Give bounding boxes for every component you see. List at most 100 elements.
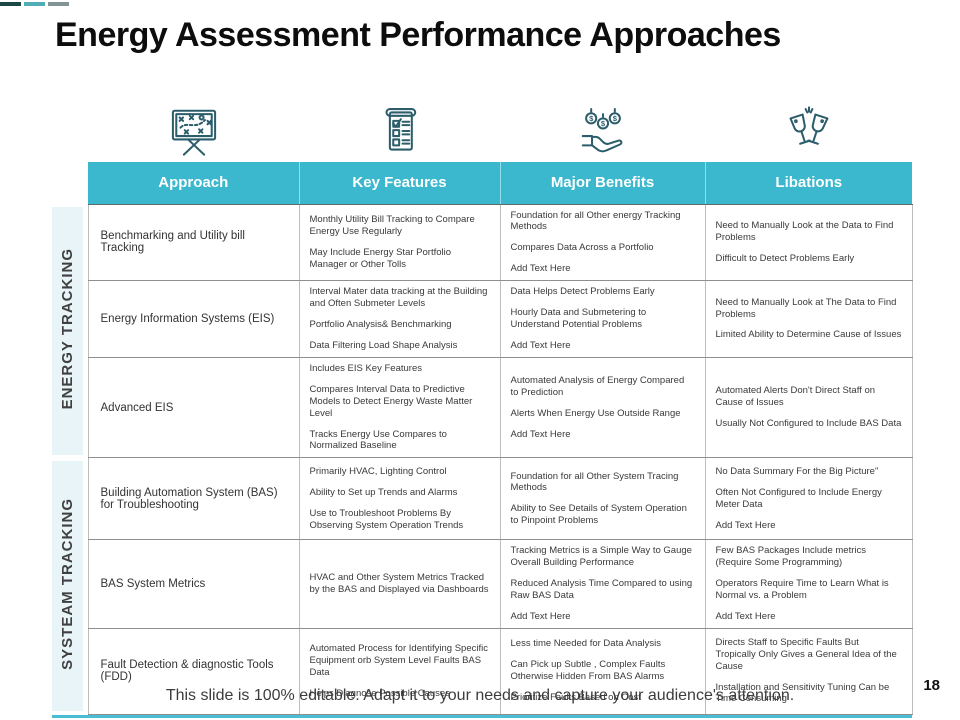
cell-paragraph: Foundation for all Other energy Tracking… [510,209,681,233]
cell-paragraph: Helps Diagnose Possible Causes [309,687,450,699]
approach-cell: Benchmarking and Utility bill Tracking [87,203,300,281]
cell-paragraph: Compares Data Across a Portfolio [510,242,654,254]
libations-cell: Need to Manually Look at the Data to Fin… [704,203,913,281]
cell-paragraph: Primarily HVAC, Lighting Control [309,466,447,477]
deco-bar-dark [0,2,21,6]
group-systeam-tracking: SYSTEAM TRACKING [52,458,88,714]
approaches-table: Approach Key Features Major Benefits Lib… [52,162,913,718]
cell-paragraph: Add Text Here [715,519,776,531]
checklist-icon [299,102,500,158]
celebration-glasses-icon [705,102,912,158]
cell-paragraph: Installation and Sensitivity Tuning Can … [715,681,890,705]
cell-paragraph: Need to Manually Look at The Data to Fin… [715,296,897,320]
cell-paragraph: May Include Energy Star Portfolio Manage… [309,246,452,270]
cell-paragraph: Add Text Here [715,610,776,622]
cell-paragraph: Portfolio Analysis& Benchmarking [309,319,452,330]
cell-paragraph: Less time Needed for Data Analysis [510,638,662,650]
cell-paragraph: Interval Mater data tracking at the Buil… [309,286,488,310]
cell-paragraph: Automated Analysis of Energy Compared to… [510,374,685,398]
cell-paragraph: Tracking Metrics is a Simple Way to Gaug… [510,545,692,569]
features-cell: Interval Mater data tracking at the Buil… [298,280,501,358]
benefits-cell: Foundation for all Other energy Tracking… [499,203,706,281]
cell-paragraph: Automated Alerts Don't Direct Staff on C… [715,385,876,409]
cell-paragraph: Tracks Energy Use Compares to Normalized… [309,428,447,452]
cell-paragraph: Monthly Utility Bill Tracking to Compare… [309,214,475,237]
footer-note: This slide is 100% editable. Adapt it to… [165,687,795,704]
cell-paragraph: Ability to Set up Trends and Alarms [309,486,458,498]
libations-cell: Automated Alerts Don't Direct Staff on C… [704,356,913,459]
libations-cell: Few BAS Packages Include metrics (Requir… [704,539,913,629]
column-header-libations: Libations [705,162,912,205]
cell-paragraph: Data Filtering Load Shape Analysis [309,339,458,351]
page-number: 18 [923,677,940,694]
money-hand-icon: $ $ $ [500,102,705,158]
cell-paragraph: Can Pick up Subtle , Complex Faults Othe… [510,659,666,683]
deco-bar-gray [48,2,69,6]
icons-row: $ $ $ [88,102,912,158]
group-label-text: ENERGY TRACKING [58,247,76,410]
libations-cell: No Data Summary For the Big Picture" Ofte… [704,457,913,541]
cell-paragraph: Add Text Here [510,339,571,351]
approach-cell: Advanced EIS [87,356,300,459]
cell-paragraph: Prioritize Faults Based on Cost [510,692,641,703]
features-cell: HVAC and Other System Metrics Tracked by… [298,539,501,629]
features-cell: Automated Process for Identifying Specif… [298,627,501,715]
features-cell: Includes EIS Key Features Compares Interv… [298,356,501,459]
column-header-approach: Approach [88,162,300,205]
benefits-cell: Tracking Metrics is a Simple Way to Gaug… [499,539,706,629]
cell-paragraph: Often Not Configured to Include Energy M… [715,486,882,510]
table-row: Advanced EIS Includes EIS Key Features Co… [52,356,913,459]
cell-paragraph: No Data Summary For the Big Picture" [715,466,879,477]
libations-cell: Need to Manually Look at The Data to Fin… [704,280,913,358]
group-label-text: SYSTEAM TRACKING [58,497,76,670]
cell-paragraph: HVAC and Other System Metrics Tracked by… [309,572,489,595]
header-spacer [52,162,88,204]
benefits-cell: Data Helps Detect Problems Early Hourly D… [499,280,706,358]
column-header-key-features: Key Features [299,162,501,205]
svg-text:$: $ [600,119,605,128]
cell-paragraph: Few BAS Packages Include metrics (Requir… [715,545,866,569]
cell-paragraph: Data Helps Detect Problems Early [510,286,655,298]
benefits-cell: Foundation for all Other System Tracing … [499,457,706,541]
table-row: ENERGY TRACKING Benchmarking and Utility… [52,203,913,455]
table-row: Energy Information Systems (EIS) Interva… [52,280,913,358]
table-header-row: Approach Key Features Major Benefits Lib… [52,162,912,205]
benefits-cell: Automated Analysis of Energy Compared to… [499,356,706,459]
benefits-cell: Less time Needed for Data Analysis Can Pi… [499,627,706,715]
cell-paragraph: Alerts When Energy Use Outside Range [510,407,681,419]
cell-paragraph: Reduced Analysis Time Compared to using … [510,578,693,601]
cell-paragraph: Add Text Here [510,428,571,440]
deco-bar-teal [24,2,45,6]
cell-paragraph: Use to Troubleshoot Problems By Observin… [309,507,464,531]
cell-paragraph: Need to Manually Look at the Data to Fin… [715,219,894,243]
cell-paragraph: Foundation for all Other System Tracing … [510,470,679,494]
libations-cell: Directs Staff to Specific Faults But Tro… [704,627,913,715]
cell-paragraph: Add Text Here [510,263,571,275]
column-header-major-benefits: Major Benefits [500,162,706,205]
group-energy-tracking: ENERGY TRACKING [52,204,88,458]
approach-cell: BAS System Metrics [87,539,300,629]
svg-text:$: $ [612,114,617,123]
cell-paragraph: Difficult to Detect Problems Early [715,252,855,264]
svg-text:$: $ [589,114,594,123]
features-cell: Primarily HVAC, Lighting Control Ability … [298,457,501,541]
approach-cell: Building Automation System (BAS) for Tro… [87,457,300,541]
cell-paragraph: Ability to See Details of System Operati… [510,503,687,527]
features-cell: Monthly Utility Bill Tracking to Compare… [298,203,501,281]
table-row: SYSTEAM TRACKING Building Automation Sys… [52,457,913,712]
cell-paragraph: Limited Ability to Determine Cause of Is… [715,329,902,341]
cell-paragraph: Includes EIS Key Features [309,363,422,374]
approach-cell: Fault Detection & diagnostic Tools (FDD) [87,627,300,715]
approach-cell: Energy Information Systems (EIS) [87,280,300,358]
cell-paragraph: Automated Process for Identifying Specif… [309,642,488,678]
cell-paragraph: Operators Require Time to Learn What is … [715,578,889,601]
cell-paragraph: Directs Staff to Specific Faults But Tro… [715,636,897,672]
deco-bars [0,2,69,6]
table-row: Fault Detection & diagnostic Tools (FDD)… [52,627,913,715]
cell-paragraph: Compares Interval Data to Predictive Mod… [309,383,473,419]
table-row: BAS System Metrics HVAC and Other System… [52,539,913,629]
cell-paragraph: Usually Not Configured to Include BAS Da… [715,418,902,430]
cell-paragraph: Hourly Data and Submetering to Understan… [510,307,647,330]
strategy-board-icon [88,102,299,158]
